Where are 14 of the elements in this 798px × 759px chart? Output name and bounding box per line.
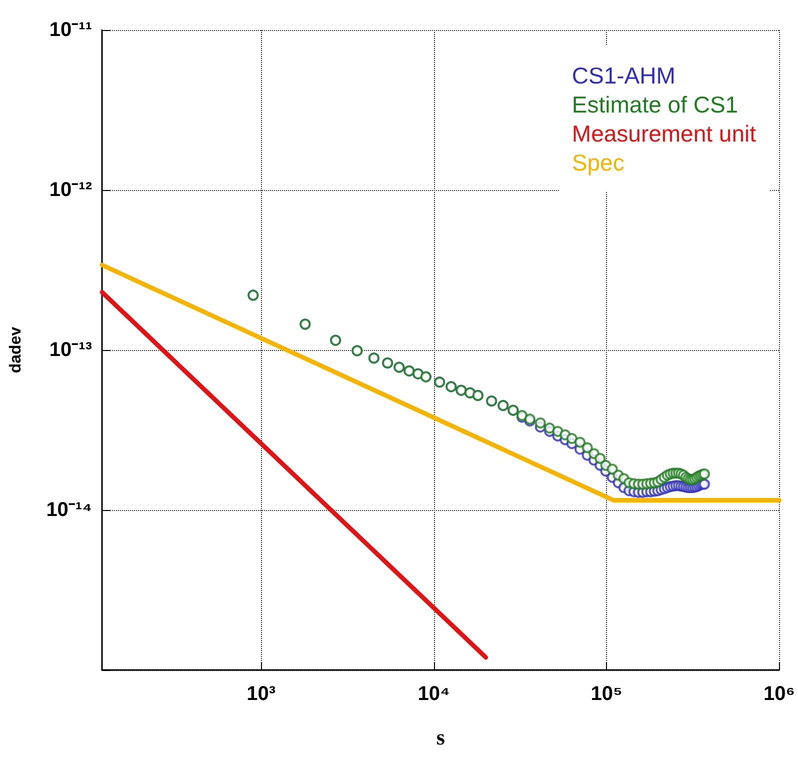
text: CS1-AHM bbox=[572, 62, 676, 88]
x-tick-label: 10³ bbox=[246, 683, 276, 705]
x-tick-label: 10⁴ bbox=[418, 683, 450, 705]
y-tick-label: 10⁻¹¹ bbox=[49, 19, 92, 41]
y-tick-label: 10⁻¹³ bbox=[49, 339, 92, 361]
y-tick-label: 10⁻¹² bbox=[49, 179, 92, 201]
x-axis-title: s bbox=[436, 724, 446, 750]
y-tick-label: 10⁻¹⁴ bbox=[46, 499, 92, 521]
x-tick-label: 10⁵ bbox=[590, 683, 622, 705]
x-tick-label: 10⁶ bbox=[764, 683, 796, 705]
text: Measurement unit bbox=[572, 120, 757, 146]
y-axis-title: dadev bbox=[8, 326, 24, 374]
text: Estimate of CS1 bbox=[572, 92, 738, 118]
text: Spec bbox=[572, 150, 624, 176]
